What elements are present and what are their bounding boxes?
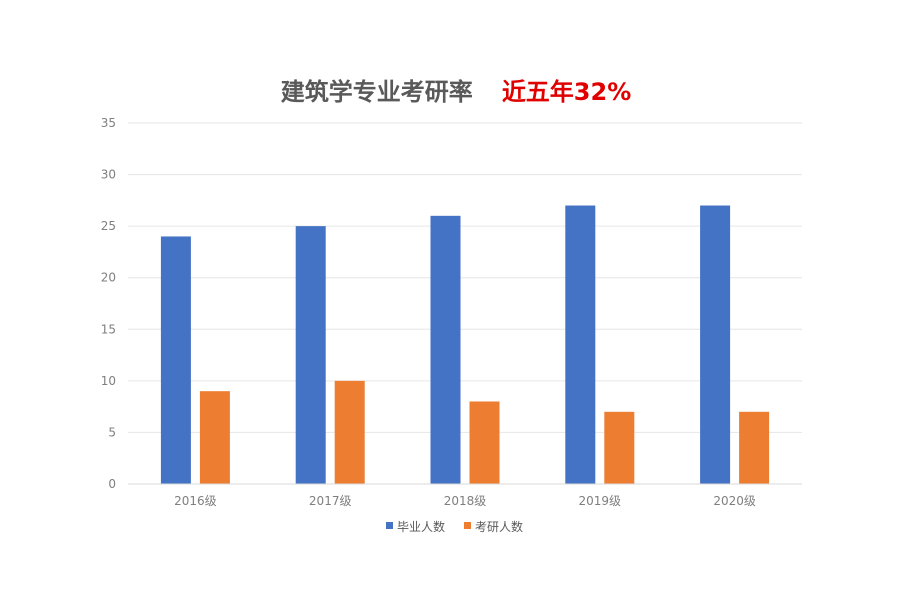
chart-title-main: 建筑学专业考研率 bbox=[281, 78, 473, 106]
y-axis: 0 5 10 15 20 25 30 35 bbox=[101, 116, 116, 491]
x-tick-label: 2019级 bbox=[579, 494, 622, 508]
bars bbox=[160, 205, 770, 485]
legend-swatch bbox=[464, 522, 471, 529]
y-tick-label: 15 bbox=[101, 322, 116, 336]
x-tick-label: 2017级 bbox=[309, 494, 352, 508]
y-tick-label: 0 bbox=[108, 477, 116, 491]
y-tick-label: 10 bbox=[101, 374, 116, 388]
x-tick-label: 2018级 bbox=[444, 494, 487, 508]
bar-postgrad-exam-0 bbox=[199, 391, 230, 484]
gridlines bbox=[128, 122, 802, 485]
x-axis: 2016级 2017级 2018级 2019级 2020级 bbox=[128, 483, 802, 508]
legend-label: 考研人数 bbox=[475, 519, 523, 534]
bar-postgrad-exam-1 bbox=[334, 380, 365, 484]
bar-postgrad-exam-2 bbox=[469, 401, 500, 484]
y-tick-label: 20 bbox=[101, 271, 116, 285]
legend: 毕业人数 考研人数 bbox=[386, 519, 523, 534]
y-tick-label: 30 bbox=[101, 168, 116, 182]
chart-title: 建筑学专业考研率 近五年32% bbox=[281, 78, 632, 106]
bar-graduates-1 bbox=[295, 226, 326, 484]
x-tick-label: 2020级 bbox=[713, 494, 756, 508]
x-tick-label: 2016级 bbox=[174, 494, 217, 508]
y-tick-label: 25 bbox=[101, 219, 116, 233]
bar-postgrad-exam-3 bbox=[604, 411, 635, 484]
chart-title-accent: 近五年32% bbox=[502, 78, 631, 106]
bar-graduates-3 bbox=[565, 205, 596, 484]
y-tick-label: 35 bbox=[101, 116, 116, 130]
bar-graduates-4 bbox=[700, 205, 731, 484]
bar-postgrad-exam-4 bbox=[739, 411, 770, 484]
bar-graduates-0 bbox=[160, 236, 191, 484]
y-tick-label: 5 bbox=[108, 425, 116, 439]
legend-label: 毕业人数 bbox=[397, 519, 445, 534]
legend-swatch bbox=[386, 522, 393, 529]
bar-graduates-2 bbox=[430, 215, 461, 485]
